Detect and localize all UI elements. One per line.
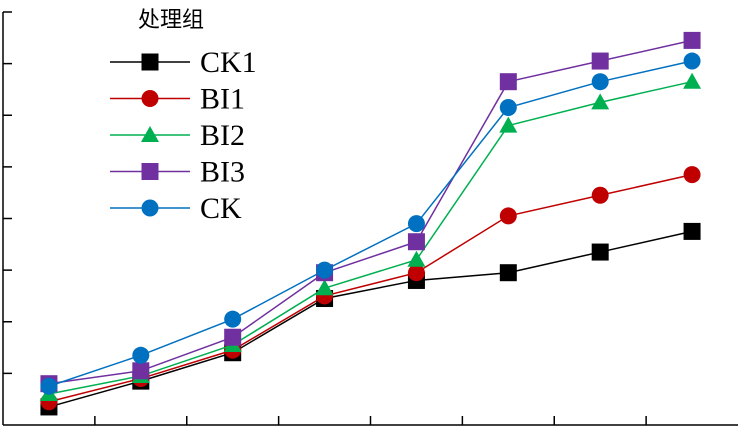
data-point-bi3 xyxy=(132,362,150,380)
data-point-bi3 xyxy=(224,328,242,346)
data-point-bi2 xyxy=(407,250,426,267)
data-point-ck1 xyxy=(683,222,701,240)
legend-item-ck: CK xyxy=(110,192,242,225)
series-line-ck xyxy=(48,60,693,387)
data-point-bi2 xyxy=(683,72,702,89)
data-point-ck xyxy=(591,73,609,91)
axes xyxy=(2,11,738,426)
legend-marker-ck xyxy=(141,199,159,217)
data-point-bi1 xyxy=(591,186,609,204)
legend-label-bi3: BI3 xyxy=(200,156,245,189)
data-point-ck xyxy=(132,346,150,364)
series-line-bi2 xyxy=(48,80,693,395)
legend-title: 处理组 xyxy=(138,8,204,33)
x-ticks xyxy=(94,416,647,425)
legend-marker-bi1 xyxy=(141,90,159,107)
y-ticks xyxy=(3,11,12,375)
data-point-bi3 xyxy=(683,31,701,49)
legend-marker-bi2 xyxy=(141,126,159,142)
legend-item-bi2: BI2 xyxy=(110,119,245,152)
data-point-bi1 xyxy=(407,264,425,282)
legend-label-ck1: CK1 xyxy=(200,46,257,79)
series-ck xyxy=(40,52,701,395)
legend-label-ck: CK xyxy=(200,192,242,225)
data-point-bi1 xyxy=(499,207,517,225)
data-point-ck1 xyxy=(499,264,517,282)
data-point-ck xyxy=(683,52,701,70)
legend-item-ck1: CK1 xyxy=(110,46,257,79)
legend-label-bi1: BI1 xyxy=(200,83,245,116)
data-point-bi3 xyxy=(407,233,425,251)
data-point-ck1 xyxy=(591,243,609,261)
legend-item-bi1: BI1 xyxy=(110,83,245,116)
data-point-bi1 xyxy=(683,166,701,184)
data-point-ck xyxy=(224,310,242,328)
data-point-bi2 xyxy=(499,116,518,133)
legend-label-bi2: BI2 xyxy=(200,119,245,152)
legend-item-bi3: BI3 xyxy=(110,156,245,189)
data-point-bi2 xyxy=(315,279,334,296)
data-point-bi3 xyxy=(499,73,517,91)
data-point-ck xyxy=(40,377,58,395)
data-point-bi2 xyxy=(591,93,610,110)
legend-marker-ck1 xyxy=(141,53,159,71)
data-point-ck xyxy=(407,215,425,233)
data-point-bi3 xyxy=(591,52,609,70)
data-point-ck xyxy=(499,99,517,117)
legend-marker-bi3 xyxy=(141,163,159,180)
series-line-ck1 xyxy=(48,230,693,408)
series-line-bi1 xyxy=(48,173,693,403)
series-line-bi3 xyxy=(48,39,693,385)
data-point-ck xyxy=(316,261,334,279)
series-layer xyxy=(39,31,702,416)
